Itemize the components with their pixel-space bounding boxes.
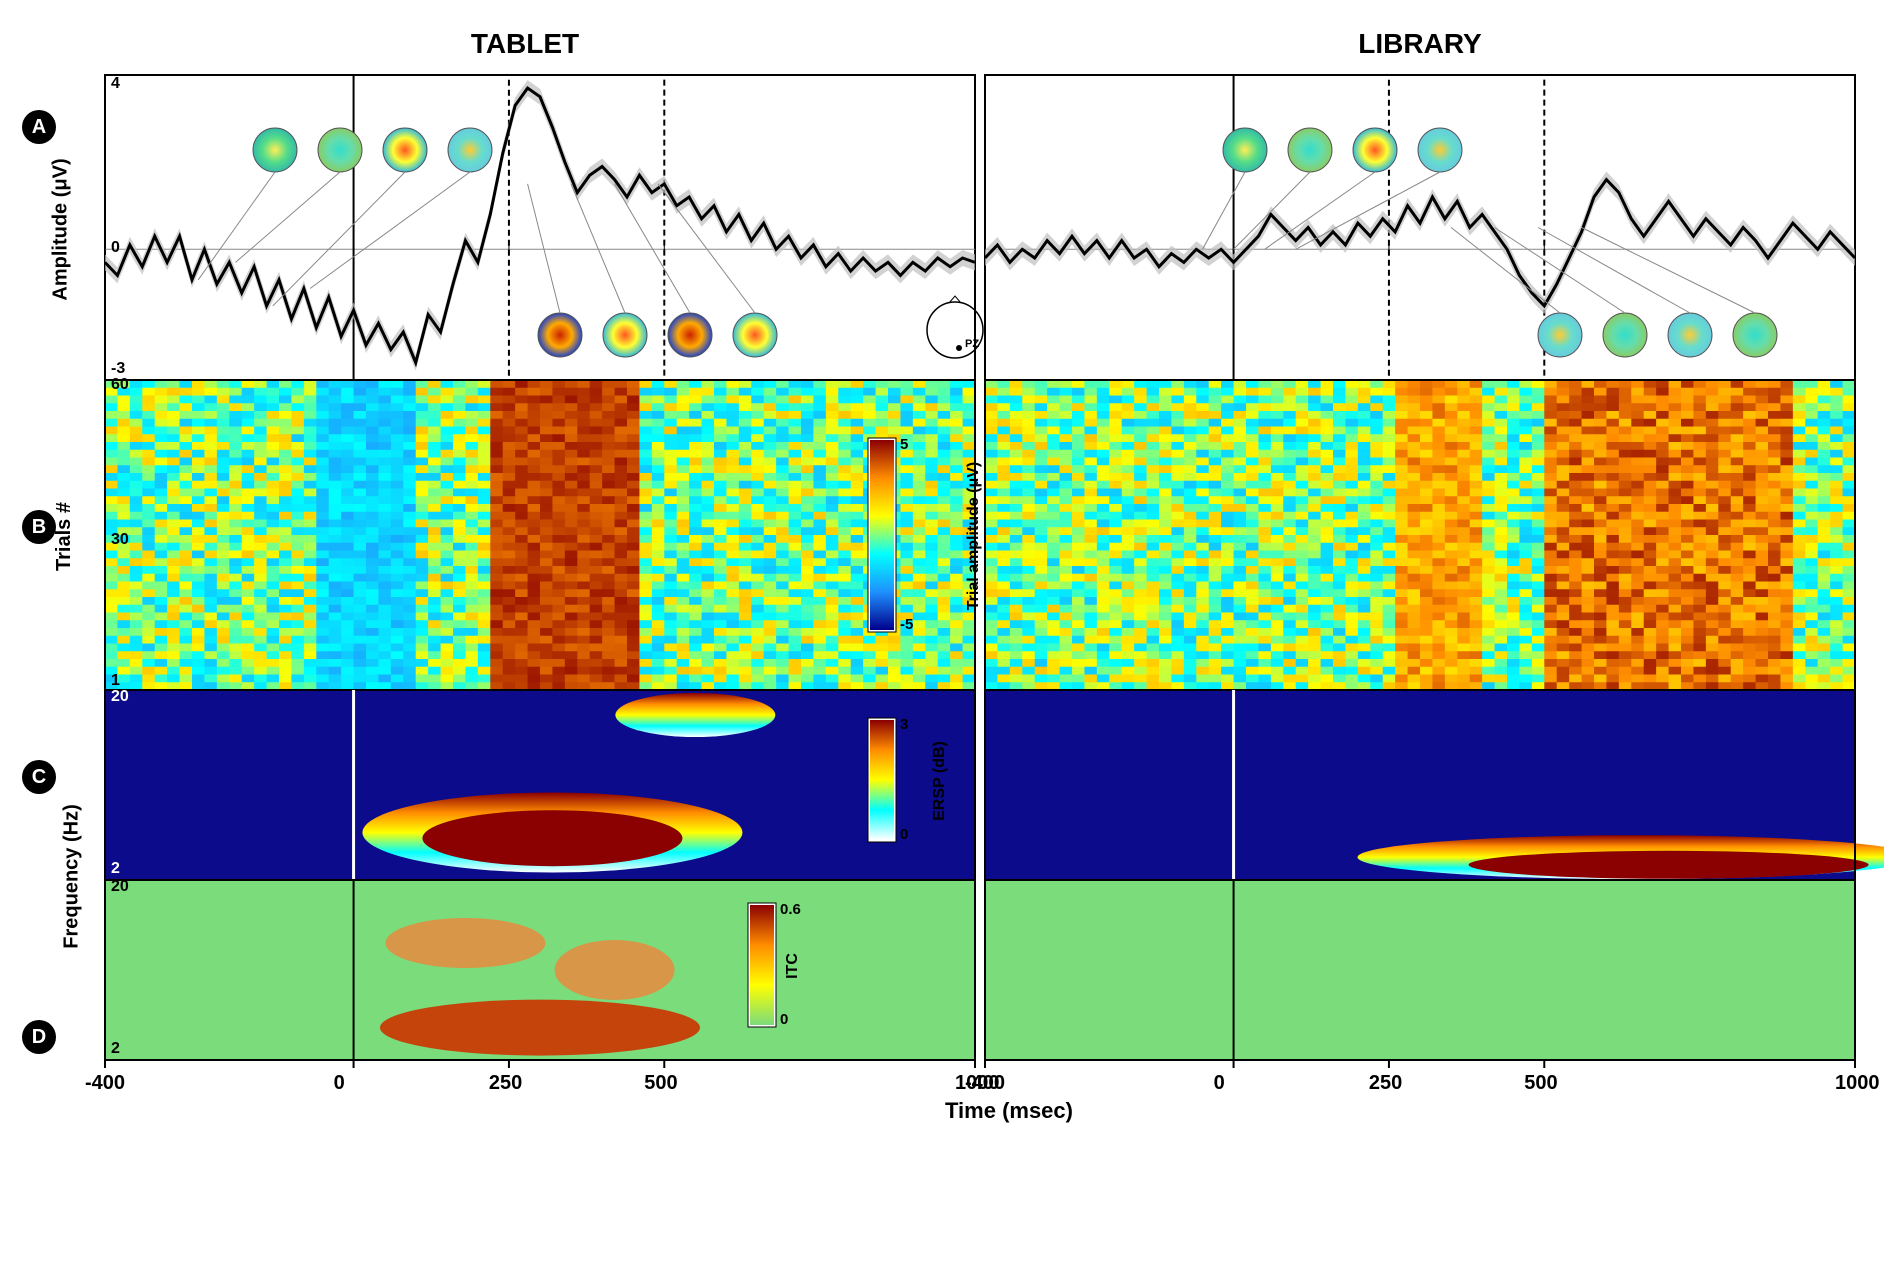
ytick: 4 [111, 75, 120, 93]
ytick-freq-c: 20 [111, 688, 129, 706]
figure-container: TABLETLIBRARYABCDAmplitude (μV)Trials #F… [20, 20, 1884, 1250]
cbar-label: ITC [784, 953, 802, 979]
xtick: 0 [334, 1072, 345, 1095]
cbar-label: ERSP (dB) [931, 741, 949, 821]
cbar-label: Trial amplitude (μV) [965, 462, 983, 610]
cbar-max: 3 [900, 716, 908, 733]
xtick: 250 [1369, 1072, 1402, 1095]
panel-label-a: A [22, 110, 56, 144]
ytick: 0 [111, 239, 120, 257]
electrode-label: PZ [965, 338, 979, 350]
cbar-min: 0 [900, 826, 908, 843]
ytick-freq-c: 2 [111, 860, 120, 878]
xtick: 1000 [1835, 1072, 1880, 1095]
cbar-max: 0.6 [780, 901, 801, 918]
panel-label-c: C [22, 760, 56, 794]
xtick: 500 [1524, 1072, 1557, 1095]
xtick: 0 [1214, 1072, 1225, 1095]
xtick: 500 [644, 1072, 677, 1095]
xtick: -400 [85, 1072, 125, 1095]
ytick-freq-d: 2 [111, 1040, 120, 1058]
ytick-trials: 30 [111, 531, 129, 549]
cbar-min: 0 [780, 1011, 788, 1028]
ytick-trials: 60 [111, 376, 129, 394]
ytick-freq-d: 20 [111, 878, 129, 896]
xtick: 250 [489, 1072, 522, 1095]
panel-label-d: D [22, 1020, 56, 1054]
cbar-max: 5 [900, 436, 908, 453]
panel-label-b: B [22, 510, 56, 544]
xtick: -400 [965, 1072, 1005, 1095]
cbar-min: -5 [900, 616, 913, 633]
